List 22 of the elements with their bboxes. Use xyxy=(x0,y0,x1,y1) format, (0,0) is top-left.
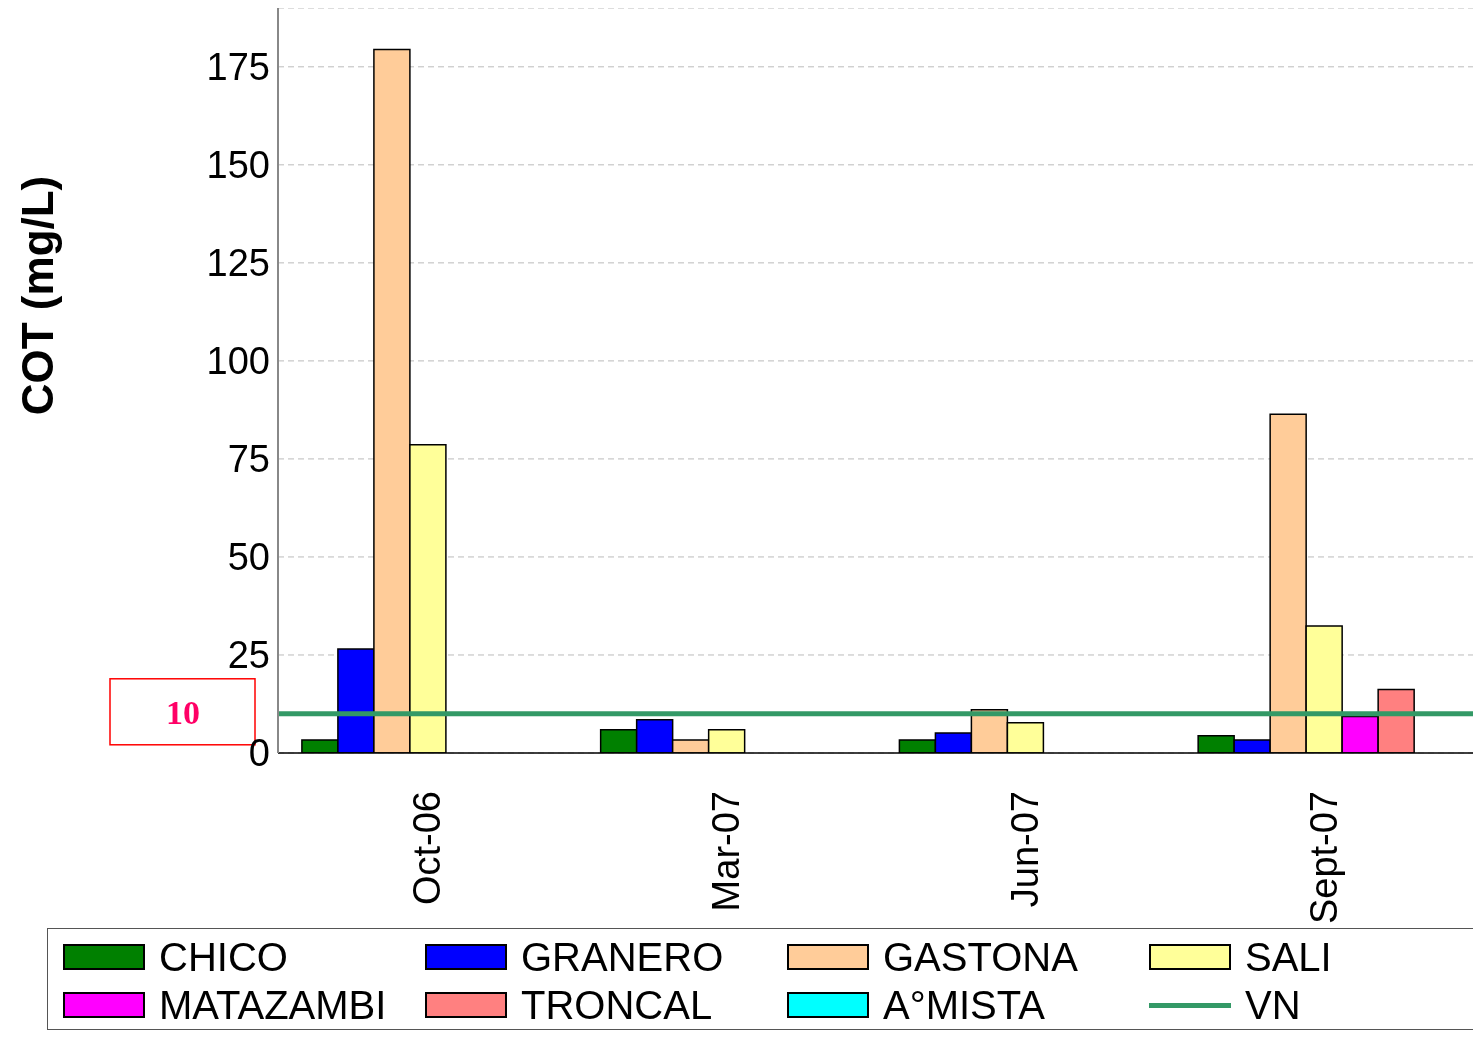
y-tick-label: 75 xyxy=(227,438,270,481)
y-tick-label: 0 xyxy=(248,732,270,775)
legend-label: VN xyxy=(1245,982,1301,1029)
x-tick-label: Oct-06 xyxy=(406,791,449,906)
x-tick-label: Jun-07 xyxy=(1003,791,1046,908)
y-tick-label: 150 xyxy=(206,144,270,187)
legend-label: CHICO xyxy=(159,934,288,981)
legend-label: MATAZAMBI xyxy=(159,982,387,1029)
legend-label: A°MISTA xyxy=(883,982,1045,1029)
y-tick-label: 25 xyxy=(227,634,270,677)
y-tick-label: 100 xyxy=(206,340,270,383)
x-tick-label: Mar-07 xyxy=(705,791,748,912)
legend-label: GASTONA xyxy=(883,934,1078,981)
y-tick-label: 125 xyxy=(206,242,270,285)
x-tick-label: Sept-07 xyxy=(1302,791,1345,925)
text: 10 xyxy=(166,693,200,731)
legend-label: SALI xyxy=(1245,934,1332,981)
y-tick-label: 50 xyxy=(227,536,270,579)
legend-label: GRANERO xyxy=(521,934,724,981)
y-tick-label: 175 xyxy=(206,46,270,89)
legend-label: TRONCAL xyxy=(521,982,713,1029)
y-axis-title: COT (mg/L) xyxy=(13,175,62,416)
